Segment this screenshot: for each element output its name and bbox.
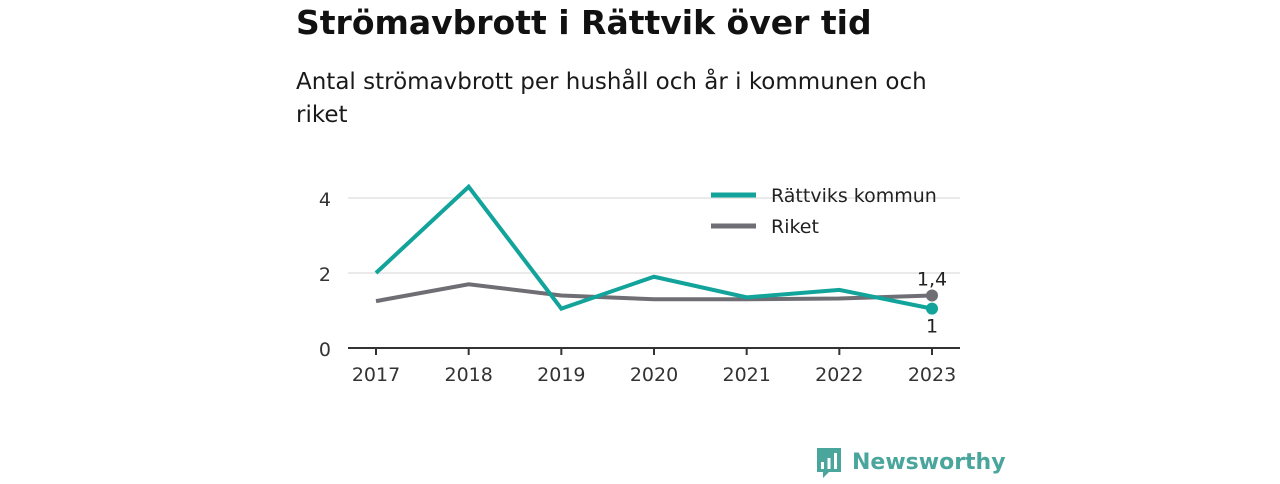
x-tick-label: 2018 [444, 364, 492, 386]
end-point-r-ttviks-kommun [926, 302, 938, 315]
x-axis [348, 347, 960, 355]
series-lines: 11,4 [374, 183, 947, 338]
x-tick-label: 2021 [722, 364, 770, 386]
legend-label: Rättviks kommun [771, 185, 937, 207]
newsworthy-logo-icon [815, 446, 843, 480]
y-axis-tick-labels: 0 2 4 [319, 189, 331, 361]
logo-text: Newsworthy [852, 450, 1006, 475]
x-tick-label: 2019 [537, 364, 585, 386]
series-line-riket [375, 282, 933, 304]
y-tick-label: 0 [319, 339, 331, 361]
x-tick-label: 2017 [352, 364, 400, 386]
y-tick-label: 2 [319, 264, 331, 286]
series-line-r-ttviks-kommun [374, 183, 933, 311]
legend: Rättviks kommun Riket [711, 185, 937, 238]
x-axis-tick-labels: 2017 2018 2019 2020 2021 2022 2023 [352, 364, 956, 386]
y-tick-label: 4 [319, 189, 331, 211]
newsworthy-logo: Newsworthy [815, 446, 1006, 480]
end-value-label-riket: 1,4 [917, 269, 947, 291]
legend-label: Riket [771, 216, 819, 238]
x-tick-label: 2023 [908, 364, 956, 386]
chart-title: Strömavbrott i Rättvik över tid [296, 3, 872, 42]
x-tick-label: 2022 [815, 364, 863, 386]
grid-lines [348, 197, 960, 274]
end-value-label-r-ttviks-kommun: 1 [926, 316, 938, 338]
x-tick-label: 2020 [630, 364, 678, 386]
end-point-riket [926, 289, 938, 302]
chart-subtitle: Antal strömavbrott per hushåll och år i … [296, 69, 927, 128]
